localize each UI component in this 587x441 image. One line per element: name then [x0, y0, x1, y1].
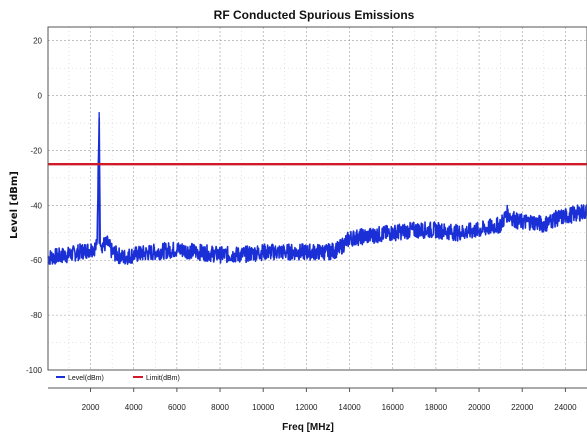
legend-label-limit: Limit(dBm) [146, 375, 180, 382]
grid-lines [48, 27, 587, 370]
x-tick-label: 24000 [554, 403, 577, 412]
x-tick-label: 8000 [211, 403, 229, 412]
legend: Level(dBm) Limit(dBm) [56, 375, 180, 382]
y-tick-labels: 20 0 -20 -40 -60 -80 -100 [26, 37, 43, 375]
x-tick-label: 18000 [425, 403, 448, 412]
x-tick-label: 6000 [168, 403, 186, 412]
plot-series [47, 112, 587, 265]
y-tick-label: -80 [30, 311, 42, 320]
y-tick-label: -20 [30, 146, 42, 155]
y-tick-label: -60 [30, 256, 42, 265]
x-tick-label: 12000 [295, 403, 318, 412]
x-tick-labels: 2000 4000 6000 8000 10000 12000 14000 16000 1800… [82, 388, 577, 412]
x-tick-label: 14000 [338, 403, 361, 412]
x-axis-label: Freq [MHz] [282, 422, 334, 433]
x-tick-label: 20000 [468, 403, 491, 412]
y-tick-label: -100 [26, 366, 43, 375]
y-axis-label: Level [dBm] [9, 171, 20, 239]
series-line-level [47, 117, 587, 265]
x-tick-label: 22000 [511, 403, 534, 412]
x-tick-label: 2000 [82, 403, 100, 412]
legend-label-level: Level(dBm) [68, 375, 104, 382]
y-tick-label: -40 [30, 201, 42, 210]
chart-title: RF Conducted Spurious Emissions [214, 8, 415, 22]
plot-frame [47, 26, 587, 371]
y-tick-label: 0 [38, 92, 43, 101]
x-tick-label: 16000 [382, 403, 405, 412]
x-tick-label: 4000 [125, 403, 143, 412]
y-tick-label: 20 [33, 37, 42, 46]
x-tick-label: 10000 [252, 403, 275, 412]
